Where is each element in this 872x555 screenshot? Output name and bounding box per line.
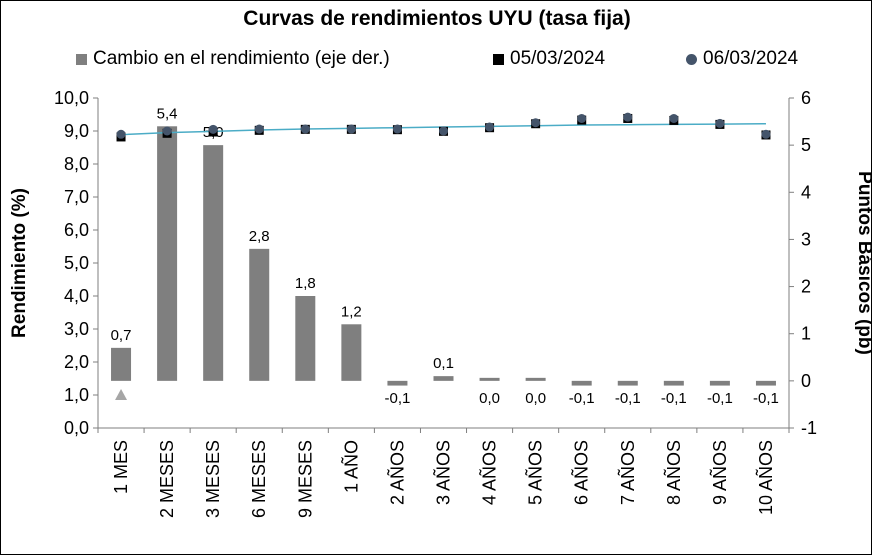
x-tick-label: 1 MES [111,440,131,494]
y-tick-label: 9,0 [64,121,89,141]
change-bar-label: 1,2 [341,303,362,320]
change-bar [295,296,315,381]
marker-0603 [301,125,310,134]
marker-0603 [577,114,586,123]
y2-tick-label: 5 [801,135,811,155]
change-bar-label: 2,8 [249,228,270,245]
x-tick-label: 9 AÑOS [709,440,730,505]
change-bar [157,126,177,381]
marker-0603 [485,123,494,132]
y-tick-label: 4,0 [64,286,89,306]
change-bar-label: 0,7 [111,327,132,344]
marker-0603 [347,125,356,134]
change-bar-label: 5,4 [157,105,178,122]
x-tick-label: 1 AÑO [340,440,361,493]
y-tick-label: 5,0 [64,253,89,273]
marker-0603 [209,125,218,134]
marker-0603 [715,119,724,128]
x-tick-label: 8 AÑOS [663,440,684,505]
y-axis-title: Rendimiento (%) [9,188,30,338]
y-tick-label: 7,0 [64,187,89,207]
change-bar [710,381,730,386]
change-bar-label: -0,1 [753,390,779,407]
x-tick-label: 9 MESES [295,440,315,518]
x-tick-label: 3 AÑOS [433,440,454,505]
change-bar [664,381,684,386]
y2-tick-label: 2 [801,277,811,297]
marker-0603 [623,113,632,122]
marker-0603 [255,125,264,134]
change-bar-label: 0,0 [525,390,546,407]
change-bar [480,378,500,381]
marker-0603 [531,118,540,127]
marker-0603 [669,114,678,123]
change-bar-label: -0,1 [385,390,411,407]
y-tick-label: 0,0 [64,418,89,438]
change-bar-label: 0,1 [433,355,454,372]
change-bar [249,249,269,381]
change-bar-label: -0,1 [569,390,595,407]
y-tick-label: 10,0 [54,88,89,108]
change-bar [526,378,546,381]
y2-tick-label: 0 [801,371,811,391]
x-tick-label: 5 AÑOS [525,440,546,505]
marker-0603 [439,127,448,136]
change-bar [387,381,407,386]
y-tick-label: 3,0 [64,319,89,339]
marker-0603 [761,130,770,139]
y-tick-label: 2,0 [64,352,89,372]
change-bar [341,324,361,381]
x-tick-label: 7 AÑOS [617,440,638,505]
y2-tick-label: 1 [801,324,811,344]
x-tick-label: 10 AÑOS [755,440,776,515]
x-tick-label: 3 MESES [203,440,223,518]
change-bar-label: -0,1 [707,390,733,407]
marker-0603 [393,125,402,134]
y-tick-label: 6,0 [64,220,89,240]
y2-axis-title: Puntos Básicos (pb) [854,171,871,355]
change-bar-label: -0,1 [615,390,641,407]
change-bar [756,381,776,386]
change-bar-label: 1,8 [295,275,316,292]
y2-tick-label: 4 [801,182,811,202]
x-tick-label: 4 AÑOS [479,440,500,505]
y-tick-label: 8,0 [64,154,89,174]
change-bar [111,348,131,381]
marker-0603 [117,130,126,139]
x-tick-label: 6 MESES [249,440,269,518]
change-bar-label: -0,1 [661,390,687,407]
y-tick-label: 1,0 [64,385,89,405]
y2-tick-label: 3 [801,229,811,249]
change-bar [618,381,638,386]
change-bar-label: 0,0 [479,390,500,407]
x-tick-label: 2 AÑOS [386,440,407,505]
y2-tick-label: 6 [801,88,811,108]
change-bar [434,376,454,381]
marker-0603 [163,127,172,136]
y2-tick-label: -1 [801,418,817,438]
x-tick-label: 6 AÑOS [571,440,592,505]
change-bar [203,145,223,381]
x-tick-label: 2 MESES [157,440,177,518]
triangle-marker [115,389,127,400]
change-bar [572,381,592,386]
